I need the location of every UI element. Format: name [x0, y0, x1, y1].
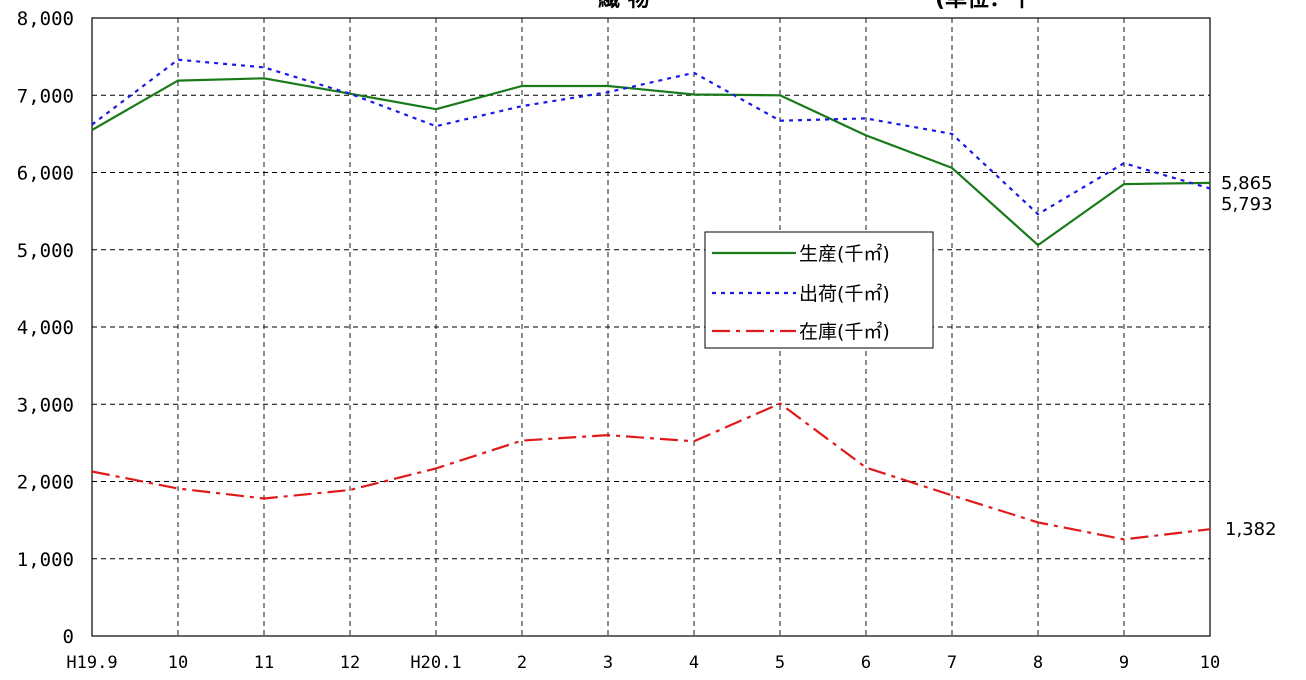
x-tick-label: 5	[775, 653, 785, 673]
y-tick-label: 0	[63, 626, 74, 648]
x-tick-label: 2	[517, 653, 527, 673]
x-tick-label: 6	[861, 653, 871, 673]
x-tick-label: 10	[168, 653, 188, 673]
legend: 生産(千㎡) 出荷(千㎡) 在庫(千㎡)	[704, 231, 934, 349]
y-tick-label: 1,000	[17, 549, 74, 571]
grid-lines	[92, 18, 1210, 636]
y-tick-label: 7,000	[17, 85, 74, 107]
legend-box	[704, 231, 934, 349]
y-tick-label: 3,000	[17, 394, 74, 416]
x-axis-ticks: H19.9 10 11 12 H20.1 2 3 4 5 6 7 8 9 10	[66, 653, 1220, 673]
x-tick-label: 10	[1200, 653, 1220, 673]
y-tick-label: 2,000	[17, 472, 74, 494]
plot-frame	[91, 17, 1211, 637]
y-tick-label: 6,000	[17, 163, 74, 185]
y-tick-label: 5,000	[17, 240, 74, 262]
x-tick-label: H19.9	[66, 653, 117, 673]
legend-label-production: 生産(千㎡)	[799, 242, 890, 265]
series-lines	[91, 58, 1211, 541]
x-tick-label: H20.1	[410, 653, 461, 673]
x-tick-label: 9	[1119, 653, 1129, 673]
series-line-0	[91, 77, 1211, 247]
end-label-shipment: 5,793	[1221, 194, 1273, 215]
x-tick-label: 4	[689, 653, 699, 673]
y-tick-label: 4,000	[17, 317, 74, 339]
y-tick-label: 8,000	[17, 8, 74, 30]
x-tick-label: 3	[603, 653, 613, 673]
end-label-inventory: 1,382	[1225, 519, 1277, 540]
end-label-production: 5,865	[1221, 173, 1273, 194]
y-axis-ticks: 0 1,000 2,000 3,000 4,000 5,000 6,000 7,000 8,00…	[17, 8, 74, 648]
legend-label-inventory: 在庫(千㎡)	[799, 320, 890, 343]
x-tick-label: 8	[1033, 653, 1043, 673]
legend-label-shipment: 出荷(千㎡)	[799, 282, 890, 305]
series-line-1	[91, 58, 1211, 216]
chart-unit-partial: (単位：千	[935, 0, 1033, 12]
x-tick-label: 7	[947, 653, 957, 673]
x-tick-label: 12	[340, 653, 360, 673]
x-tick-label: 11	[254, 653, 274, 673]
series-line-2	[91, 402, 1211, 541]
chart-title-partial: 繊 物	[598, 0, 650, 12]
